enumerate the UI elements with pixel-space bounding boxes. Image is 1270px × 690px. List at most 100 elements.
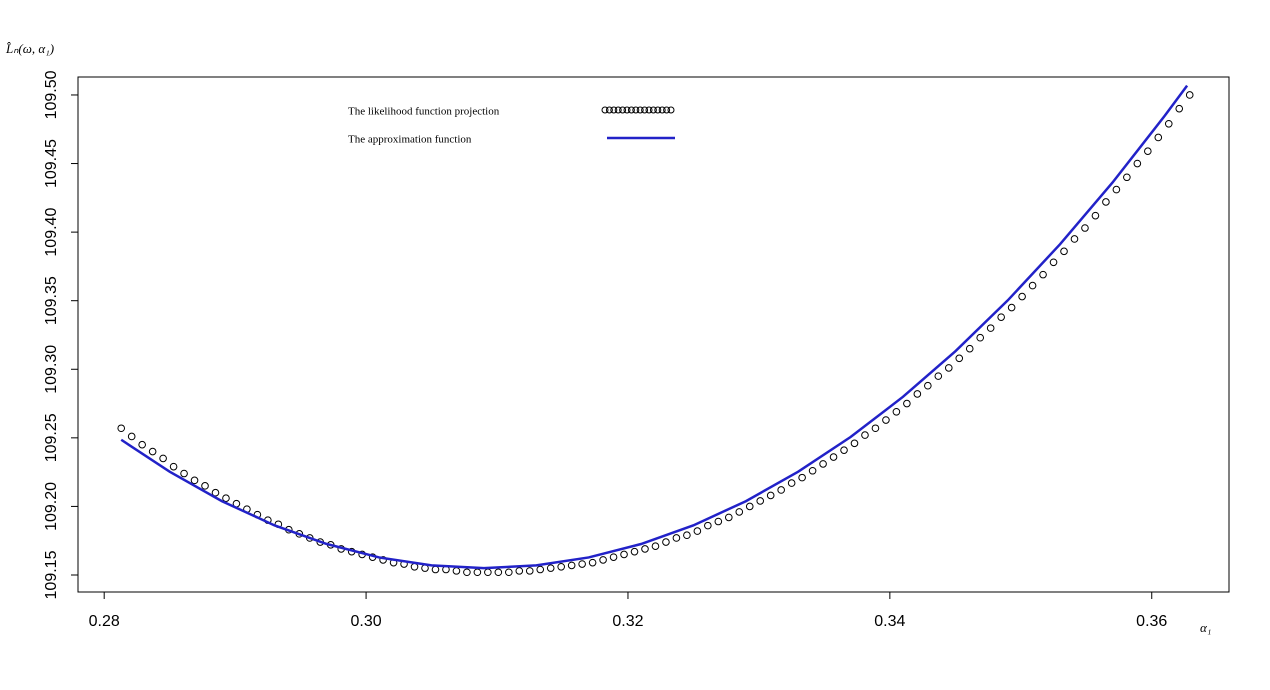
data-point (1144, 147, 1152, 155)
data-point (913, 390, 922, 398)
legend-swatch (663, 106, 671, 114)
data-point (190, 476, 199, 485)
data-point (693, 527, 702, 535)
y-tick-label: 109.35 (43, 276, 60, 325)
data-point (850, 439, 859, 448)
data-point (745, 502, 754, 511)
data-point (127, 432, 136, 441)
data-point (452, 567, 461, 575)
y-axis-label: L̂ₙ(ω, α₁) (5, 41, 54, 56)
data-point (620, 550, 628, 559)
data-point (861, 431, 869, 439)
y-tick-label: 109.50 (43, 70, 60, 119)
data-point (494, 568, 503, 577)
data-point (903, 399, 911, 408)
data-point (808, 466, 817, 475)
data-point (536, 565, 545, 574)
legend-swatch (605, 106, 613, 114)
data-point (986, 324, 995, 332)
y-tick-label: 109.25 (43, 413, 60, 462)
data-point (1049, 258, 1058, 267)
data-point (766, 491, 775, 500)
data-point (1175, 104, 1184, 113)
legend-swatch (610, 106, 618, 114)
data-point (609, 553, 618, 561)
legend-swatch (627, 106, 635, 114)
data-point (871, 424, 880, 433)
data-point (1070, 235, 1079, 243)
data-point (201, 482, 209, 490)
data-point (525, 567, 534, 575)
plot-frame (77, 76, 1230, 593)
data-point (714, 517, 723, 526)
data-point (567, 561, 576, 570)
legend-swatch (649, 106, 657, 114)
legend-swatch (623, 106, 631, 114)
data-point (546, 564, 555, 572)
legend-swatch (636, 106, 644, 114)
data-point (882, 416, 890, 424)
data-point (934, 372, 943, 380)
data-point (829, 453, 838, 461)
data-point (1112, 185, 1121, 194)
data-point (1133, 159, 1142, 168)
data-point (840, 446, 848, 454)
data-point (515, 567, 524, 575)
data-point (777, 486, 785, 494)
legend-swatch (641, 106, 649, 114)
legend-swatch (654, 106, 662, 114)
legend-swatch (619, 106, 627, 114)
data-point (1091, 211, 1100, 220)
data-point (965, 344, 974, 353)
data-point (976, 333, 985, 342)
data-point (431, 565, 440, 574)
data-point (1007, 303, 1016, 312)
data-point (651, 542, 660, 550)
data-point (756, 497, 765, 505)
data-point (1123, 173, 1131, 182)
legend-swatch (601, 106, 609, 114)
data-point (1028, 281, 1037, 290)
y-tick-label: 109.20 (43, 482, 60, 531)
data-point (819, 460, 827, 468)
x-tick-label: 0.34 (874, 613, 905, 630)
y-tick-label: 109.15 (43, 550, 60, 599)
y-tick-label: 109.40 (43, 208, 60, 257)
data-point (588, 558, 597, 567)
data-point (735, 508, 744, 516)
data-point (892, 407, 901, 416)
data-point (924, 381, 932, 390)
data-point (463, 568, 471, 577)
data-point (211, 488, 220, 497)
data-point (379, 556, 387, 564)
data-point (672, 534, 681, 542)
data-point (955, 354, 964, 363)
data-point (138, 440, 146, 449)
data-point (704, 521, 712, 530)
x-tick-label: 0.28 (89, 613, 120, 630)
x-axis-label: α₁ (1200, 620, 1211, 635)
data-point (578, 560, 586, 568)
data-point (473, 568, 482, 577)
data-line (120, 84, 1189, 570)
data-point (117, 424, 126, 433)
x-tick-label: 0.30 (351, 613, 382, 630)
y-tick-label: 109.30 (43, 345, 60, 394)
data-point (630, 547, 639, 556)
data-point (148, 447, 157, 456)
legend-swatch (667, 106, 675, 114)
data-point (798, 473, 806, 482)
data-point (505, 568, 513, 577)
data-point (484, 568, 492, 577)
data-point (180, 469, 188, 478)
data-point (222, 494, 230, 502)
data-point (159, 454, 167, 463)
data-point (169, 462, 178, 471)
data-point (1039, 270, 1047, 279)
data-point (599, 556, 607, 564)
data-point (1060, 247, 1068, 256)
legend-swatch (658, 106, 666, 114)
data-point (662, 538, 670, 546)
data-point (997, 313, 1005, 321)
data-point (1185, 91, 1194, 99)
